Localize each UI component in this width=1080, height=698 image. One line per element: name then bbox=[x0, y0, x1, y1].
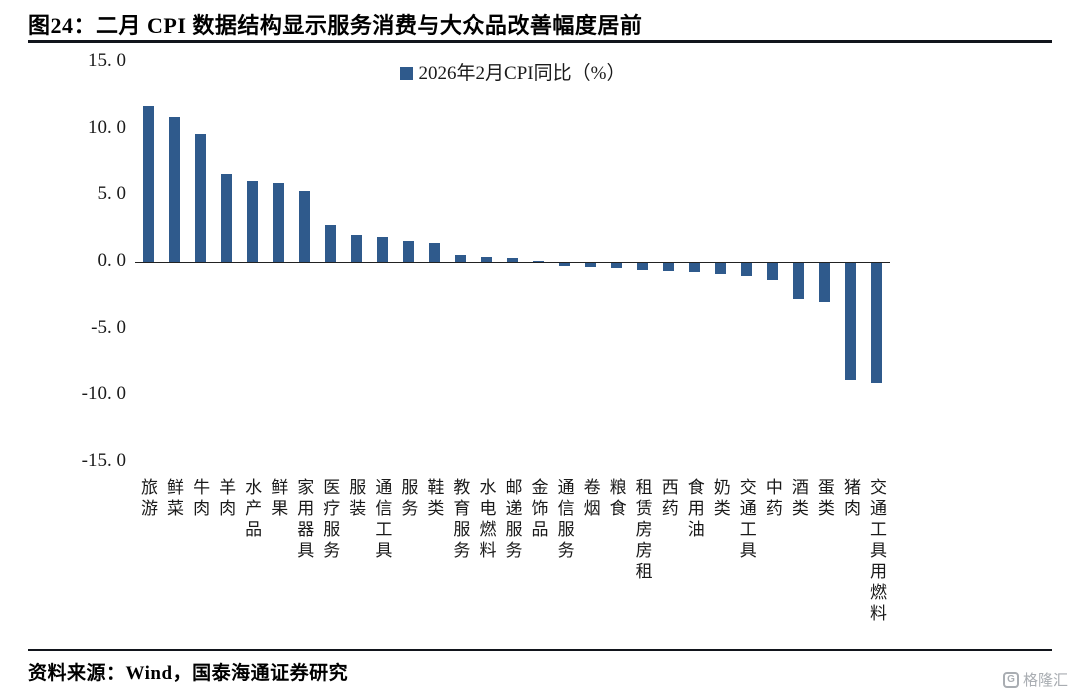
x-axis-label: 交通工具用燃料 bbox=[866, 478, 886, 625]
x-axis-label: 卷烟 bbox=[580, 478, 600, 520]
bar bbox=[559, 263, 571, 266]
legend-label: 2026年2月CPI同比（%） bbox=[418, 63, 626, 84]
x-axis-label: 鲜果 bbox=[268, 478, 288, 520]
x-axis-label: 奶类 bbox=[710, 478, 730, 520]
bar bbox=[845, 263, 857, 381]
source-note: 资料来源：Wind，国泰海通证券研究 bbox=[28, 663, 349, 684]
bar bbox=[611, 263, 623, 269]
x-axis-label: 蛋类 bbox=[814, 478, 834, 520]
bar bbox=[871, 263, 883, 383]
x-axis-label: 食用油 bbox=[684, 478, 704, 541]
y-axis-tick-label: 0. 0 bbox=[97, 250, 127, 271]
bar bbox=[220, 174, 232, 262]
bar bbox=[689, 263, 701, 273]
x-axis-label: 教育服务 bbox=[450, 478, 470, 562]
x-axis-label: 服务 bbox=[398, 478, 418, 520]
x-axis-label: 通信服务 bbox=[554, 478, 574, 562]
bar bbox=[454, 255, 466, 262]
bar bbox=[533, 260, 545, 262]
bar bbox=[793, 263, 805, 299]
x-axis-label: 通信工具 bbox=[372, 478, 392, 562]
x-axis-label: 交通工具 bbox=[736, 478, 756, 562]
x-axis-label: 鲜菜 bbox=[164, 478, 184, 520]
bar bbox=[480, 256, 492, 262]
bar bbox=[637, 263, 649, 270]
bar bbox=[168, 116, 180, 262]
bar bbox=[246, 180, 258, 262]
x-axis-label: 水产品 bbox=[242, 478, 262, 541]
bar bbox=[272, 183, 284, 262]
zero-axis-line bbox=[135, 261, 890, 263]
x-axis-label: 羊肉 bbox=[216, 478, 236, 520]
legend-swatch-icon bbox=[399, 67, 413, 80]
bar bbox=[819, 263, 831, 302]
x-axis-label: 粮食 bbox=[606, 478, 626, 520]
bar bbox=[663, 263, 675, 271]
x-axis-label: 租赁房房租 bbox=[632, 478, 652, 583]
x-axis-label: 服装 bbox=[346, 478, 366, 520]
chart-legend: 2026年2月CPI同比（%） bbox=[135, 58, 890, 85]
x-axis-label: 猪肉 bbox=[840, 478, 860, 520]
watermark-label: 格隆汇 bbox=[1022, 672, 1068, 689]
bar bbox=[376, 236, 388, 262]
bar bbox=[715, 263, 727, 274]
title-underline bbox=[28, 40, 1052, 43]
bar bbox=[428, 243, 440, 262]
y-axis-tick-label: -10. 0 bbox=[81, 383, 126, 405]
bar bbox=[402, 240, 414, 262]
x-axis-label: 西药 bbox=[658, 478, 678, 520]
x-axis-label: 旅游 bbox=[138, 478, 158, 520]
y-axis-tick-label: -5. 0 bbox=[91, 316, 126, 338]
x-axis-label: 家用器具 bbox=[294, 478, 314, 562]
bar bbox=[298, 191, 310, 262]
bar bbox=[142, 106, 154, 262]
x-axis-label: 医疗服务 bbox=[320, 478, 340, 562]
y-axis-tick-label: 5. 0 bbox=[97, 183, 127, 205]
x-axis-label: 水电燃料 bbox=[476, 478, 496, 562]
x-axis: 旅游 鲜菜 牛肉 羊肉 水产品 鲜果 家用器具 医疗服务 服装 通信工具 服务 鞋类 教育服务 水电燃料邮… bbox=[135, 478, 890, 648]
bar bbox=[507, 258, 518, 262]
y-axis-tick-label: 10. 0 bbox=[88, 116, 126, 138]
plot-area bbox=[135, 62, 890, 462]
gelonghui-watermark: G 格隆汇 bbox=[1002, 669, 1068, 690]
bar bbox=[585, 263, 597, 267]
x-axis-label: 金饰品 bbox=[528, 478, 548, 541]
x-axis-label: 牛肉 bbox=[190, 478, 210, 520]
chart-title: 图24：二月 CPI 数据结构显示服务消费与大众品改善幅度居前 bbox=[28, 13, 643, 38]
x-axis-label: 邮递服务 bbox=[502, 478, 522, 562]
footer-rule bbox=[28, 649, 1052, 651]
y-axis-tick-label: -15. 0 bbox=[81, 450, 126, 471]
bar bbox=[767, 263, 779, 281]
bar bbox=[350, 235, 362, 262]
x-axis-label: 中药 bbox=[762, 478, 782, 520]
bar bbox=[741, 263, 753, 277]
y-axis: 15. 0 10. 0 5. 0 0. 0 -5. 0 -10. 0 -15. 0 bbox=[30, 50, 127, 471]
x-axis-label: 鞋类 bbox=[424, 478, 444, 520]
bar bbox=[324, 224, 336, 262]
gelonghui-logo-icon: G bbox=[1002, 671, 1019, 688]
y-axis-tick-label: 15. 0 bbox=[88, 50, 126, 71]
bar bbox=[194, 134, 206, 262]
x-axis-label: 酒类 bbox=[788, 478, 808, 520]
